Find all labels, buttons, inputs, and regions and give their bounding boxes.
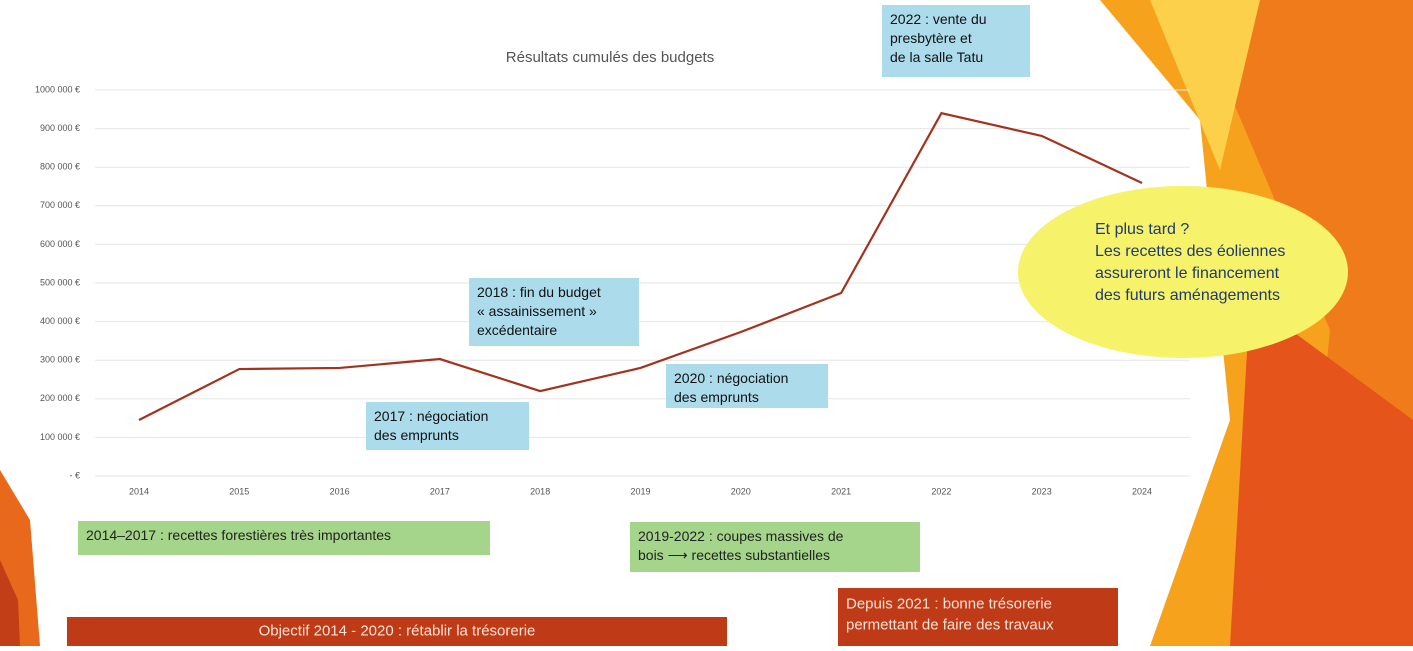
y-tick-label: 500 000 € — [40, 277, 80, 287]
annotation: Objectif 2014 - 2020 : rétablir la tréso… — [67, 617, 727, 646]
y-tick-label: 300 000 € — [40, 355, 80, 365]
annotation-text: des emprunts — [674, 389, 759, 405]
annotation-text: assureront le financement — [1095, 265, 1280, 282]
annotation: 2019-2022 : coupes massives de bois ⟶ rec… — [630, 522, 920, 572]
x-tick-label: 2017 — [430, 486, 450, 496]
x-tick-label: 2024 — [1132, 486, 1152, 496]
annotation-text: 2022 : vente du — [890, 11, 987, 27]
y-tick-label: 800 000 € — [40, 162, 80, 172]
y-tick-label: 900 000 € — [40, 123, 80, 133]
chart-title: Résultats cumulés des budgets — [506, 49, 714, 66]
y-tick-label: 400 000 € — [40, 316, 80, 326]
annotation: 2018 : fin du budget « assainissement » ex… — [469, 278, 639, 346]
page: Résultats cumulés des budgets - € 100 000… — [0, 0, 1413, 651]
annotation-text: excédentaire — [477, 322, 557, 338]
annotation-text: Depuis 2021 : bonne trésorerie — [846, 595, 1052, 612]
x-tick-label: 2021 — [831, 486, 851, 496]
annotation-text: Objectif 2014 - 2020 : rétablir la tréso… — [259, 622, 536, 639]
annotation-text: 2014–2017 : recettes forestières très im… — [86, 527, 391, 543]
chart: Résultats cumulés des budgets - € 100 000… — [0, 0, 1413, 646]
annotation: 2022 : vente du presbytère et de la salle … — [882, 5, 1030, 77]
y-tick-label: 100 000 € — [40, 432, 80, 442]
annotation-text: de la salle Tatu — [890, 49, 983, 65]
annotation-text: des futurs aménagements — [1095, 287, 1280, 304]
y-tick-label: 600 000 € — [40, 239, 80, 249]
x-tick-label: 2020 — [731, 486, 751, 496]
annotation-text: Les recettes des éoliennes — [1095, 243, 1285, 260]
annotation: Depuis 2021 : bonne trésorerie permettant… — [838, 588, 1118, 646]
line-series — [139, 113, 1142, 420]
x-tick-label: 2023 — [1032, 486, 1052, 496]
y-tick-label: 200 000 € — [40, 393, 80, 403]
x-tick-label: 2018 — [530, 486, 550, 496]
annotation-text: 2018 : fin du budget — [477, 284, 601, 300]
annotation: Et plus tard ? Les recettes des éoliennes… — [1018, 186, 1348, 358]
x-tick-label: 2014 — [129, 486, 149, 496]
y-tick-label: 1000 000 € — [35, 84, 80, 94]
x-tick-label: 2015 — [229, 486, 249, 496]
y-tick-label: - € — [69, 470, 80, 480]
annotation-text: 2020 : négociation — [674, 370, 788, 386]
annotation-text: des emprunts — [374, 427, 459, 443]
annotation: 2017 : négociation des emprunts — [366, 402, 529, 450]
annotation-text: presbytère et — [890, 30, 972, 46]
y-tick-label: 700 000 € — [40, 200, 80, 210]
x-tick-label: 2022 — [931, 486, 951, 496]
annotation: 2014–2017 : recettes forestières très im… — [78, 521, 490, 555]
annotation-text: 2017 : négociation — [374, 408, 488, 424]
annotation-text: 2019-2022 : coupes massives de — [638, 528, 844, 544]
x-tick-label: 2016 — [330, 486, 350, 496]
annotation-text: Et plus tard ? — [1095, 221, 1189, 238]
annotation-text: permettant de faire des travaux — [846, 616, 1054, 633]
annotation: 2020 : négociation des emprunts — [666, 364, 828, 408]
x-tick-label: 2019 — [630, 486, 650, 496]
annotation-text: « assainissement » — [477, 303, 597, 319]
annotation-text: bois ⟶ recettes substantielles — [638, 547, 830, 563]
